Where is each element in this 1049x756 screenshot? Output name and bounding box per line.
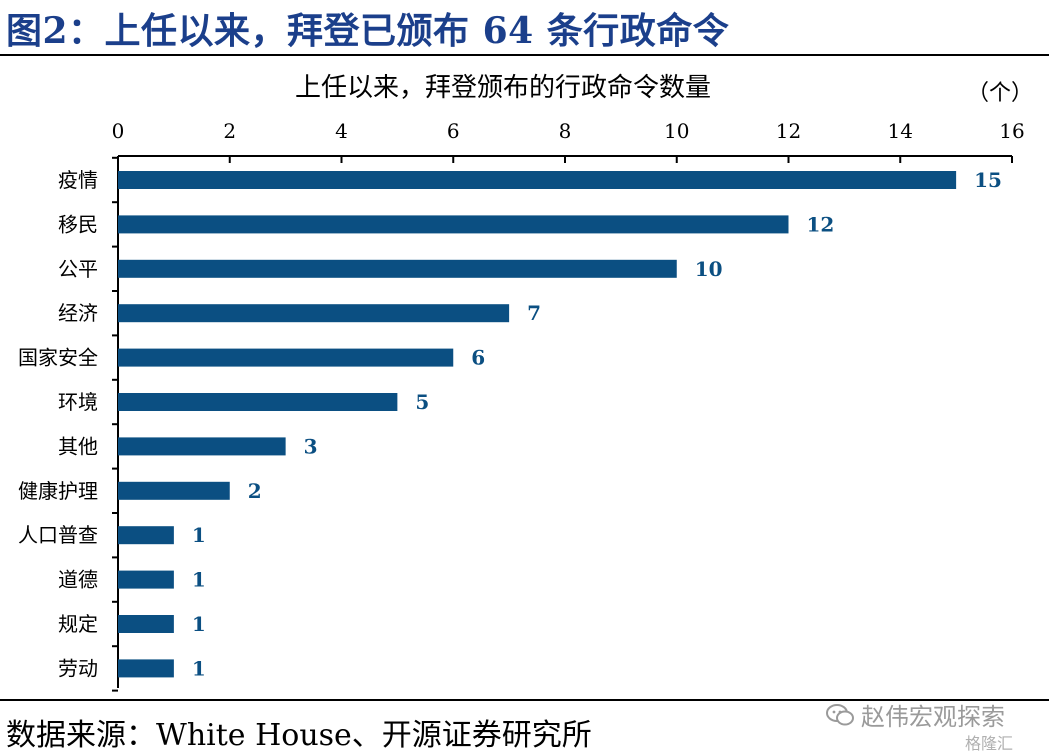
bar xyxy=(118,659,174,678)
wechat-icon xyxy=(826,703,854,725)
value-label: 2 xyxy=(248,479,262,503)
category-label: 健康护理 xyxy=(18,479,98,503)
category-label: 经济 xyxy=(58,301,98,325)
category-label: 国家安全 xyxy=(18,346,98,370)
x-tick-label: 10 xyxy=(664,119,689,143)
bar xyxy=(118,570,174,589)
value-label: 1 xyxy=(192,656,206,680)
category-label: 人口普查 xyxy=(18,523,98,547)
x-axis: 0 2 4 6 8 10 12 14 16 xyxy=(112,119,1025,692)
bar xyxy=(118,259,677,278)
category-label: 环境 xyxy=(58,390,98,414)
bar xyxy=(118,481,230,500)
value-label: 5 xyxy=(415,390,429,414)
x-tick-label: 14 xyxy=(888,119,913,143)
category-label: 其他 xyxy=(58,434,98,458)
top-rule xyxy=(0,54,1049,56)
x-tick-label: 6 xyxy=(447,119,460,143)
bar xyxy=(118,171,957,189)
category-label: 道德 xyxy=(58,568,98,592)
bar-chart: 上任以来，拜登颁布的行政命令数量 （个） 0 2 4 6 8 10 12 14 16 疫情 15移… xyxy=(18,73,1033,692)
watermark-text: 赵伟宏观探索 xyxy=(861,703,1005,731)
category-label: 规定 xyxy=(58,612,98,636)
x-tick-label: 4 xyxy=(335,119,348,143)
value-label: 12 xyxy=(807,212,835,236)
watermark: 赵伟宏观探索 xyxy=(825,697,1005,732)
source-note: 数据来源：White House、开源证券研究所 xyxy=(6,718,592,753)
value-label: 15 xyxy=(974,168,1002,192)
x-tick-label: 2 xyxy=(223,119,236,143)
x-tick-label: 12 xyxy=(776,119,801,143)
x-tick-label: 8 xyxy=(559,119,572,143)
chart-title: 上任以来，拜登颁布的行政命令数量 xyxy=(295,73,711,103)
category-label: 公平 xyxy=(58,257,98,281)
value-label: 6 xyxy=(471,346,485,370)
bar xyxy=(118,215,789,234)
bar xyxy=(118,348,454,367)
value-label: 1 xyxy=(192,612,206,636)
value-label: 10 xyxy=(695,257,723,281)
bar xyxy=(118,304,510,323)
category-label: 劳动 xyxy=(58,656,98,680)
bars: 疫情 15 移民 12 公平 10 经济 7 国家安全 6 环境 5 其他 3 健康护理 2 人口普查 1 道德 1 规… xyxy=(18,168,1002,680)
value-label: 1 xyxy=(192,523,206,547)
bar xyxy=(118,615,174,633)
figure-title: 图2：上任以来，拜登已颁布 64 条行政命令 xyxy=(6,10,730,52)
value-label: 3 xyxy=(304,434,318,458)
bar xyxy=(118,526,174,545)
unit-label: （个） xyxy=(967,81,1033,106)
value-label: 7 xyxy=(527,301,541,325)
x-tick-label: 16 xyxy=(999,119,1024,143)
bottom-rule xyxy=(0,699,1049,701)
category-label: 移民 xyxy=(58,212,98,236)
watermark-sub: 格隆汇 xyxy=(965,734,1014,753)
bar xyxy=(118,437,286,456)
category-label: 疫情 xyxy=(58,168,98,192)
bar xyxy=(118,393,398,411)
value-label: 1 xyxy=(192,568,206,592)
x-tick-label: 0 xyxy=(112,119,125,143)
